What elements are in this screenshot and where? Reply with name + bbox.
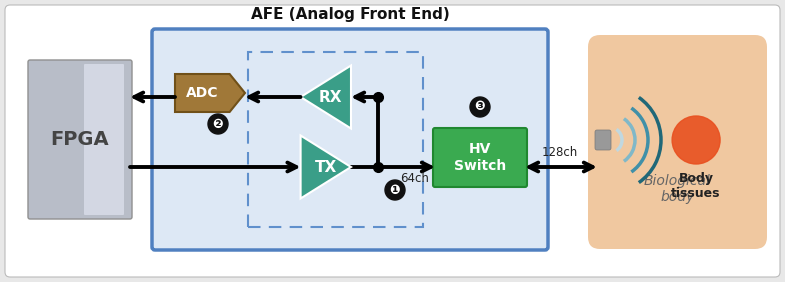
Text: ❷: ❷ xyxy=(213,118,223,131)
Text: ❶: ❶ xyxy=(389,184,400,197)
FancyBboxPatch shape xyxy=(84,64,124,215)
Bar xyxy=(248,52,423,227)
FancyBboxPatch shape xyxy=(152,29,548,250)
Text: Biological
body: Biological body xyxy=(644,174,711,204)
Text: TX: TX xyxy=(315,160,337,175)
Polygon shape xyxy=(301,135,351,199)
Text: FPGA: FPGA xyxy=(51,130,109,149)
FancyBboxPatch shape xyxy=(595,130,611,150)
Text: ❸: ❸ xyxy=(475,100,485,113)
FancyBboxPatch shape xyxy=(5,5,780,277)
FancyBboxPatch shape xyxy=(28,60,132,219)
FancyBboxPatch shape xyxy=(588,35,767,249)
FancyBboxPatch shape xyxy=(433,128,527,187)
Circle shape xyxy=(208,114,228,134)
Text: Body
tissues: Body tissues xyxy=(671,172,721,200)
Circle shape xyxy=(672,116,720,164)
Polygon shape xyxy=(175,74,245,112)
Polygon shape xyxy=(301,65,351,129)
Text: AFE (Analog Front End): AFE (Analog Front End) xyxy=(250,7,449,22)
Text: ADC: ADC xyxy=(186,86,218,100)
Circle shape xyxy=(470,97,490,117)
Text: RX: RX xyxy=(318,89,341,105)
Text: HV
Switch: HV Switch xyxy=(454,142,506,173)
Text: 64ch: 64ch xyxy=(400,173,429,186)
Circle shape xyxy=(385,180,405,200)
Text: 128ch: 128ch xyxy=(542,146,578,158)
